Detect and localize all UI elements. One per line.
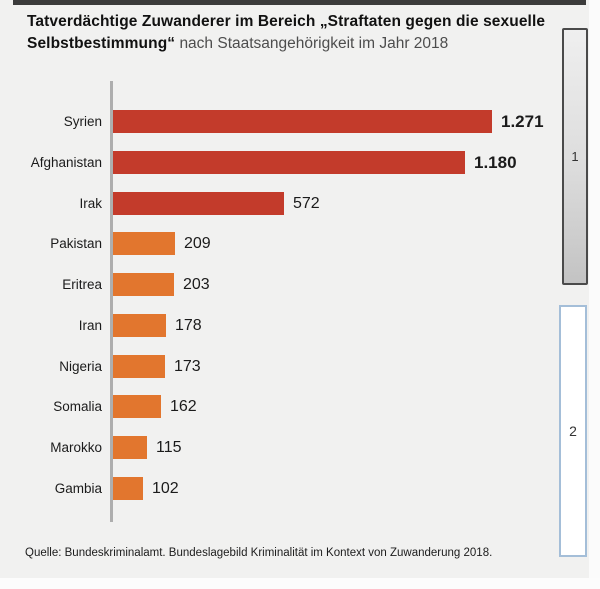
- bar-row-syrien: Syrien 1.271: [0, 110, 560, 133]
- source-citation: Quelle: Bundeskriminalamt. Bundeslagebil…: [25, 547, 493, 559]
- bar: [113, 150, 465, 174]
- chart-title: Tatverdächtige Zuwanderer im Bereich „St…: [27, 11, 567, 55]
- bar-row-irak: Irak 572: [0, 191, 560, 215]
- category-label: Marokko: [50, 440, 102, 455]
- value-label: 115: [156, 439, 182, 456]
- category-label: Irak: [79, 195, 102, 211]
- value-label: 102: [152, 479, 179, 497]
- bar: [113, 395, 161, 419]
- bar: [113, 110, 492, 133]
- bar: [113, 191, 284, 215]
- value-label: 178: [175, 316, 202, 334]
- bar-row-afghanistan: Afghanistan 1.180: [0, 150, 560, 174]
- value-label: 209: [184, 235, 211, 253]
- value-label: 173: [174, 357, 201, 375]
- side-marker-2-label: 2: [569, 423, 577, 439]
- bar: [113, 436, 147, 459]
- category-label: Somalia: [53, 399, 102, 415]
- bar: [113, 273, 174, 296]
- bar: [113, 354, 165, 378]
- chart-title-regular: nach Staatsangehörigkeit im Jahr 2018: [179, 35, 449, 52]
- bar: [113, 313, 166, 337]
- top-frame-border: [13, 0, 586, 5]
- right-page-margin: [589, 0, 600, 589]
- category-label: Iran: [78, 317, 102, 333]
- bar-row-iran: Iran 178: [0, 313, 560, 337]
- side-marker-2: 2: [559, 305, 587, 557]
- category-label: Pakistan: [50, 236, 102, 252]
- category-label: Afghanistan: [30, 154, 102, 170]
- category-label: Syrien: [63, 114, 102, 129]
- category-label: Gambia: [54, 480, 102, 496]
- bar-row-nigeria: Nigeria 173: [0, 354, 560, 378]
- bottom-page-margin: [0, 578, 600, 589]
- bar-row-somalia: Somalia 162: [0, 395, 560, 419]
- category-label: Eritrea: [62, 277, 102, 292]
- value-label: 1.271: [501, 112, 544, 131]
- value-label: 1.180: [474, 152, 517, 172]
- side-marker-1-label: 1: [571, 149, 579, 164]
- value-label: 162: [170, 398, 197, 416]
- chart-title-bold: Tatverdächtige Zuwanderer im Bereich „St…: [27, 13, 546, 52]
- side-marker-1: 1: [562, 28, 588, 285]
- bar-row-pakistan: Pakistan 209: [0, 232, 560, 256]
- category-label: Nigeria: [59, 358, 102, 374]
- bar-row-marokko: Marokko 115: [0, 436, 560, 459]
- bar-row-gambia: Gambia 102: [0, 476, 560, 500]
- bar-row-eritrea: Eritrea 203: [0, 273, 560, 296]
- value-label: 572: [293, 194, 320, 212]
- value-label: 203: [183, 276, 210, 293]
- bar: [113, 476, 143, 500]
- y-axis-baseline: [110, 81, 113, 522]
- bar: [113, 232, 175, 256]
